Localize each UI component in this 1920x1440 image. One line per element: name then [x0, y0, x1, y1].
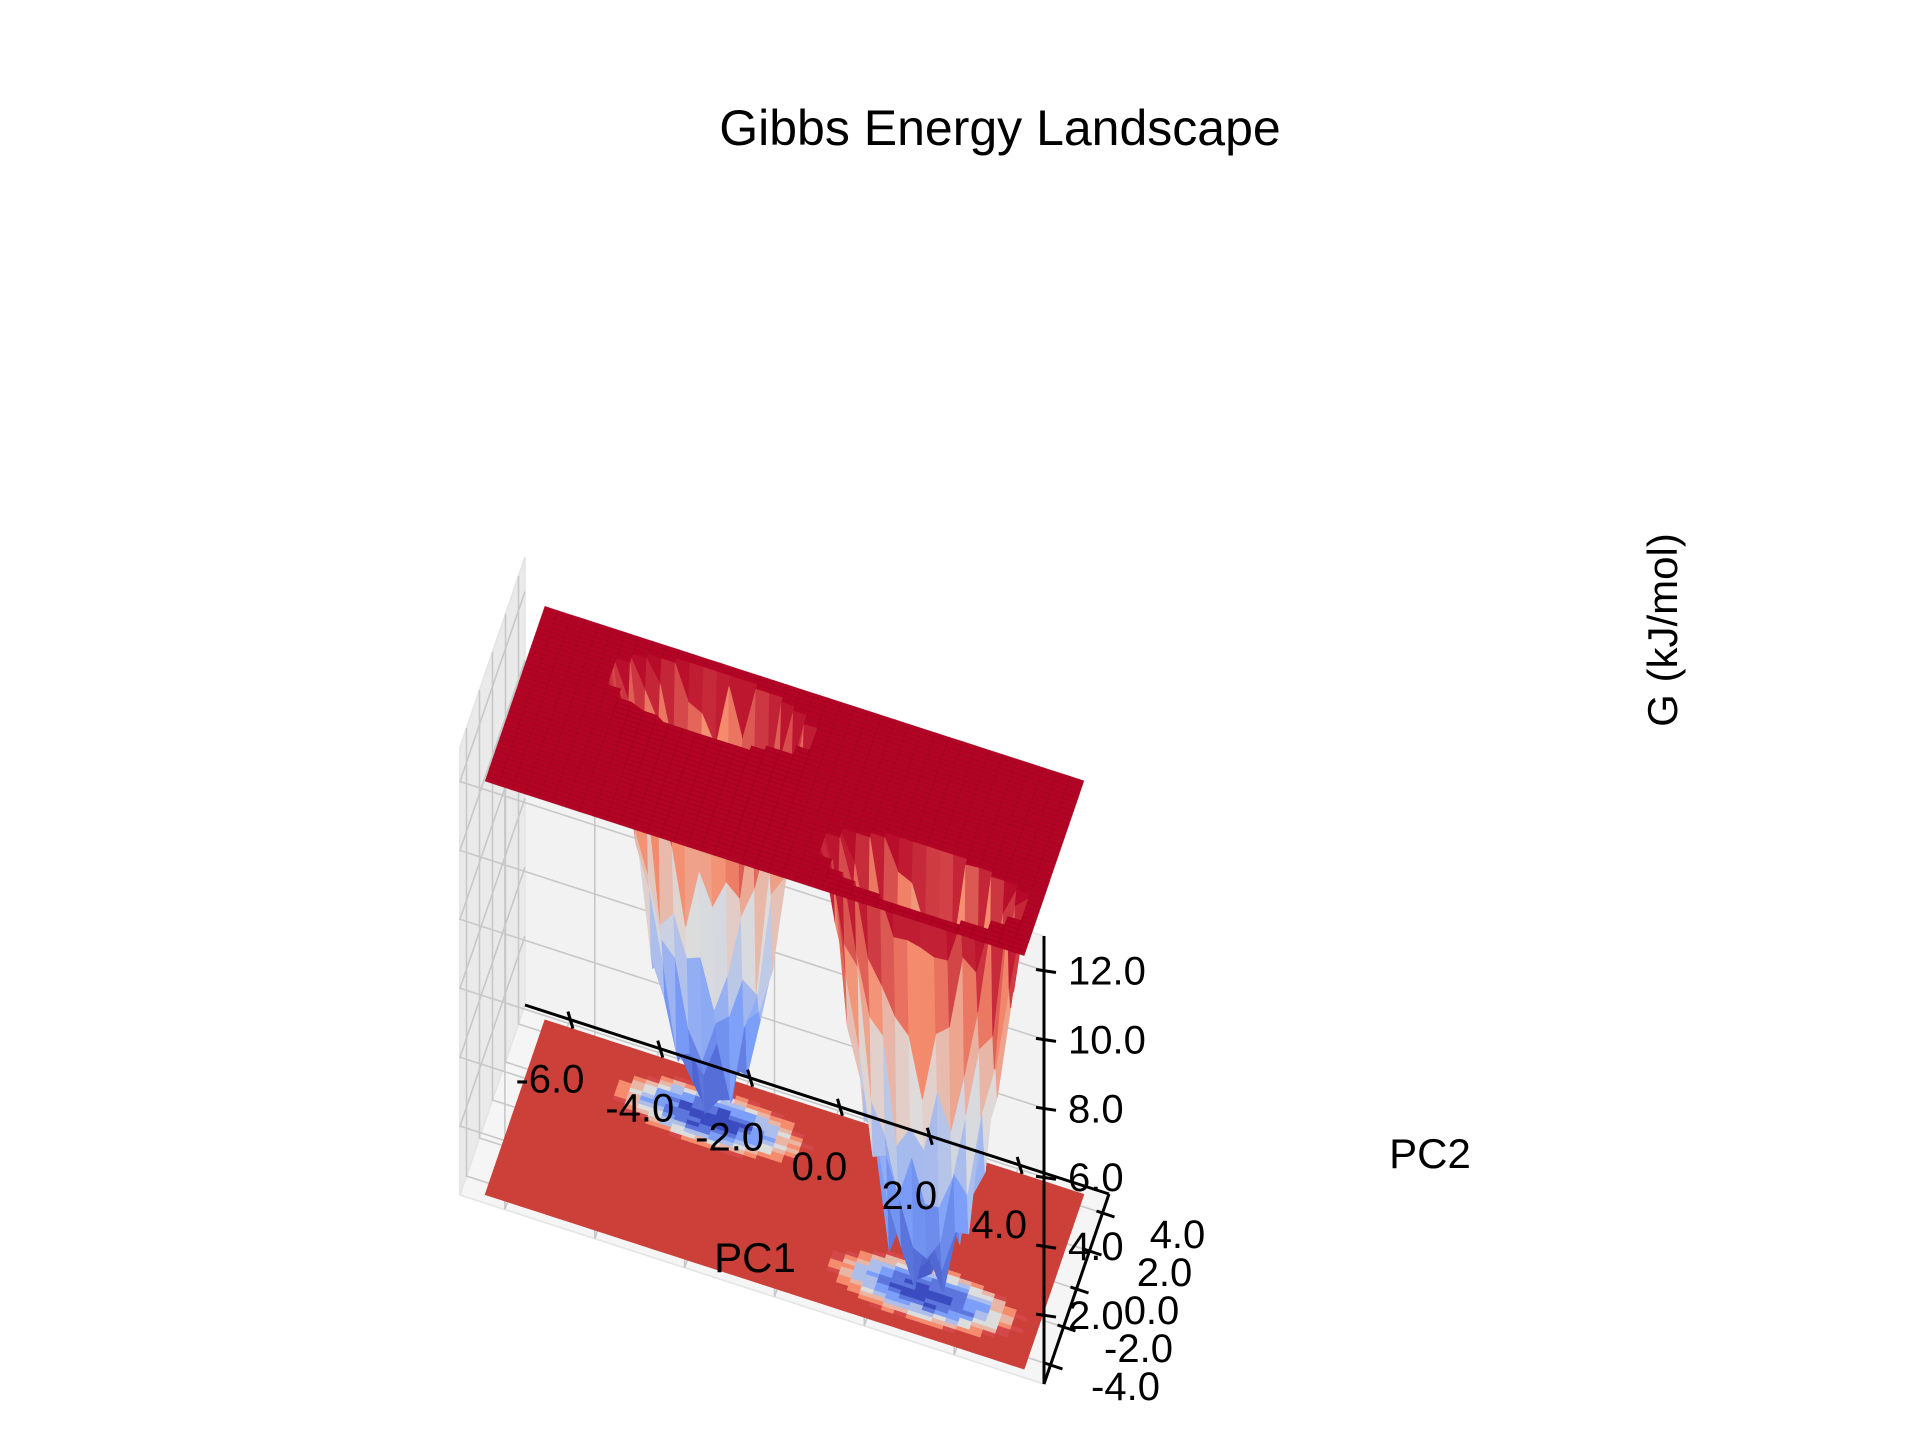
x-tick-label: 0.0 — [792, 1145, 848, 1189]
z-tick-label: 8.0 — [1068, 1087, 1124, 1131]
y-tick-label: 4.0 — [1150, 1213, 1206, 1257]
x-tick-label: -4.0 — [605, 1087, 674, 1131]
x-tick-label: -6.0 — [515, 1058, 584, 1102]
z-tick-label: 12.0 — [1068, 949, 1146, 993]
x-tick-label: 2.0 — [882, 1174, 938, 1218]
z-tick-label: 4.0 — [1068, 1225, 1124, 1269]
x-tick-label: 4.0 — [971, 1203, 1027, 1247]
z-tick-label: 6.0 — [1068, 1156, 1124, 1200]
energy-surface — [484, 605, 1085, 1293]
z-tick-label: 2.0 — [1068, 1294, 1124, 1338]
surface-facet — [933, 956, 950, 1035]
contour-cell — [1069, 1190, 1085, 1199]
y-axis-label: PC2 — [1389, 1130, 1471, 1177]
grid-z — [458, 729, 1045, 1110]
y-tick-label: 0.0 — [1124, 1289, 1180, 1333]
y-tick-label: 2.0 — [1137, 1251, 1193, 1295]
z-axis-label: G (kJ/mol) — [1639, 533, 1686, 727]
grid-z — [458, 797, 1045, 1178]
x-axis-label: PC1 — [714, 1234, 796, 1281]
x-tick-label: -2.0 — [695, 1116, 764, 1160]
y-tick-label: -4.0 — [1091, 1365, 1160, 1409]
z-tick-label: 10.0 — [1068, 1018, 1146, 1062]
chart-title: Gibbs Energy Landscape — [719, 100, 1280, 156]
